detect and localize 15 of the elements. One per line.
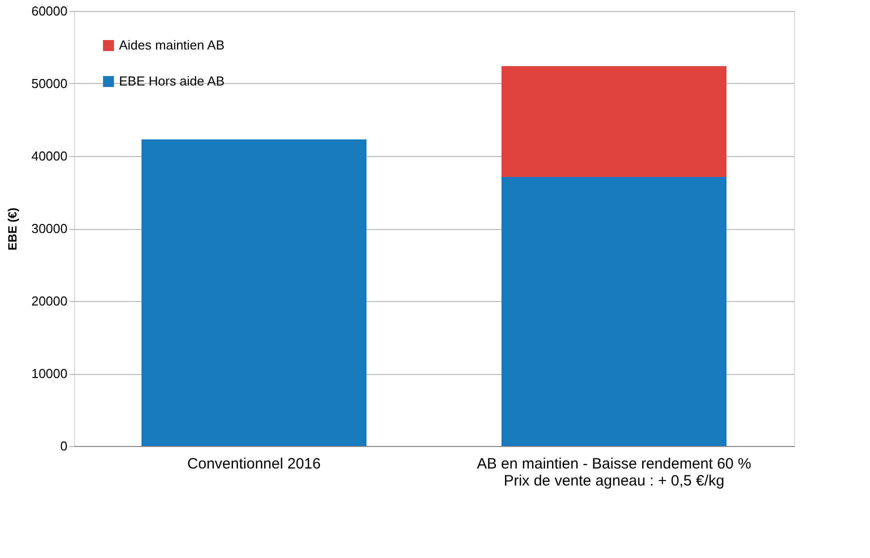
bar: [142, 139, 366, 446]
x-tick-label: Conventionnel 2016: [187, 456, 321, 472]
x-tick-label: AB en maintien - Baisse rendement 60 % Prix de vente agneau : + 0,5 €/kg: [476, 456, 752, 490]
y-tick-label: 10000: [31, 366, 68, 381]
legend-label: Aides maintien AB: [119, 38, 225, 52]
bar: [502, 177, 726, 446]
y-tick-label: 50000: [31, 76, 68, 91]
y-axis-title: EBE (€): [5, 208, 20, 250]
bar: [502, 66, 726, 178]
y-tick-label: 0: [60, 438, 68, 454]
y-tick-label: 60000: [31, 4, 68, 18]
legend-label: EBE Hors aide AB: [119, 74, 224, 88]
y-tick-label: 40000: [31, 148, 68, 164]
y-tick-label: 30000: [31, 221, 68, 236]
y-tick-label: 20000: [31, 294, 68, 308]
